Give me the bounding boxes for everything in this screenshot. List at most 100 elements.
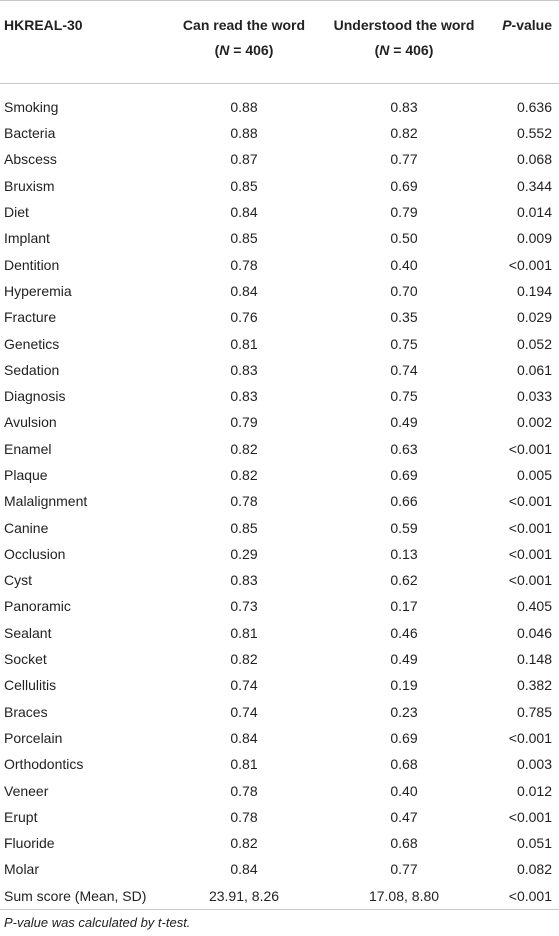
header-cell: HKREAL-30 (0, 0, 170, 84)
cell-value: 0.69 (390, 177, 418, 194)
header-cell: Understood the word (N = 406) (318, 0, 490, 84)
table-row: Avulsion 0.79 0.49 0.002 (0, 409, 559, 435)
cell-value: 0.002 (516, 414, 552, 431)
table-row: Fluoride 0.82 0.68 0.051 (0, 830, 559, 856)
row-label: Malalignment (4, 493, 88, 510)
cell-value: 0.552 (516, 125, 552, 142)
cell-value: 0.82 (230, 440, 258, 457)
cell-value: 0.50 (390, 230, 418, 247)
cell-value: 0.061 (516, 361, 552, 378)
cell-value: 0.82 (230, 467, 258, 483)
cell-value: 0.636 (516, 99, 552, 115)
cell-value: 0.23 (390, 703, 418, 720)
row-label: Occlusion (4, 545, 66, 562)
cell-value: 0.29 (230, 545, 258, 562)
cell-value: 0.88 (230, 125, 258, 142)
cell-value: 0.068 (516, 151, 552, 168)
row-label: Panoramic (4, 598, 71, 615)
cell-value: 0.49 (390, 651, 418, 668)
header-text: N (379, 42, 390, 58)
cell-value: 0.148 (516, 651, 552, 668)
row-label: Cyst (4, 572, 32, 589)
table-row: Hyperemia 0.84 0.70 0.194 (0, 278, 559, 304)
cell-value: <0.001 (508, 572, 552, 589)
cell-value: <0.001 (508, 519, 552, 536)
cell-value: 0.75 (390, 388, 418, 405)
cell-value: 0.003 (516, 756, 552, 773)
table-row: Occlusion 0.29 0.13 <0.001 (0, 541, 559, 567)
cell-value: 0.35 (390, 309, 418, 326)
header-text: P (502, 17, 512, 33)
cell-value: 0.74 (390, 361, 418, 378)
table-row: Implant 0.85 0.50 0.009 (0, 225, 559, 251)
cell-value: 0.62 (390, 572, 418, 589)
cell-value: 0.82 (390, 125, 418, 142)
cell-value: 0.81 (230, 335, 258, 352)
cell-value: 0.382 (516, 677, 552, 694)
cell-value: 0.029 (516, 309, 552, 326)
cell-value: 0.19 (390, 677, 418, 694)
cell-value: <0.001 (508, 808, 552, 825)
cell-value: 0.40 (390, 256, 418, 273)
header-text: = 406) (229, 42, 274, 58)
row-label: Hyperemia (4, 282, 72, 299)
cell-value: 0.82 (230, 651, 258, 668)
cell-value: <0.001 (508, 256, 552, 273)
table-row: Fracture 0.76 0.35 0.029 (0, 304, 559, 330)
table-row: Canine 0.85 0.59 <0.001 (0, 514, 559, 540)
header-text: ( (214, 42, 220, 58)
table-row: Porcelain 0.84 0.69 <0.001 (0, 725, 559, 751)
cell-value: 0.78 (230, 808, 258, 825)
table-row: Cyst 0.83 0.62 <0.001 (0, 567, 559, 593)
cell-value: 0.87 (230, 151, 258, 168)
cell-value: 0.79 (230, 414, 258, 431)
cell-value: 0.40 (390, 782, 418, 799)
footnote: P-value was calculated by t-test. (4, 915, 191, 930)
cell-value: 0.84 (230, 729, 258, 746)
table-row: Cellulitis 0.74 0.19 0.382 (0, 672, 559, 698)
cell-value: 0.17 (390, 598, 418, 615)
cell-value: 0.76 (230, 309, 258, 326)
row-label: Enamel (4, 440, 52, 457)
cell-value: <0.001 (508, 729, 552, 746)
row-label: Cellulitis (4, 677, 57, 694)
cell-value: 0.75 (390, 335, 418, 352)
row-label: Fracture (4, 309, 57, 326)
cell-value: 0.78 (230, 493, 258, 510)
cell-value: <0.001 (508, 440, 552, 457)
row-label: Diet (4, 204, 29, 221)
cell-value: 23.91, 8.26 (170, 882, 318, 910)
cell-value: 0.85 (230, 519, 258, 536)
row-label: Bruxism (4, 177, 55, 194)
row-label: Canine (4, 519, 49, 536)
row-label: Implant (4, 230, 50, 247)
table-row: Orthodontics 0.81 0.68 0.003 (0, 751, 559, 777)
cell-value: 0.68 (390, 835, 418, 852)
cell-value: 0.78 (230, 782, 258, 799)
cell-value: 0.046 (516, 624, 552, 641)
cell-value: 0.84 (230, 282, 258, 299)
header-text: = 406) (389, 42, 434, 58)
cell-value: <0.001 (490, 882, 559, 910)
cell-value: 0.69 (390, 467, 418, 483)
table-row: Veneer 0.78 0.40 0.012 (0, 777, 559, 803)
cell-value: 0.83 (230, 361, 258, 378)
cell-value: 0.83 (230, 388, 258, 405)
cell-value: 0.194 (516, 282, 552, 299)
cell-value: 0.082 (516, 861, 552, 878)
table-row: Panoramic 0.73 0.17 0.405 (0, 593, 559, 619)
cell-value: 0.79 (390, 204, 418, 221)
table-row: Genetics 0.81 0.75 0.052 (0, 330, 559, 356)
cell-value: 0.005 (516, 467, 552, 483)
cell-value: 0.84 (230, 204, 258, 221)
cell-value: 0.78 (230, 256, 258, 273)
cell-value: 0.77 (390, 151, 418, 168)
header-subtext: (N = 406) (318, 38, 490, 63)
row-label: Socket (4, 651, 47, 668)
row-label: Abscess (4, 151, 57, 168)
cell-value: 0.46 (390, 624, 418, 641)
row-label: Avulsion (4, 414, 57, 431)
table-row: Smoking 0.88 0.83 0.636 (0, 84, 559, 121)
row-label: Plaque (4, 467, 48, 483)
